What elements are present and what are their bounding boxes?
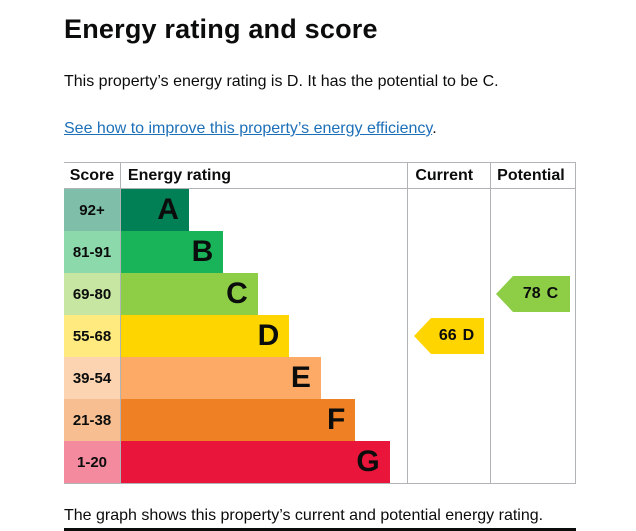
band-letter: D [257, 319, 280, 352]
chart-header: Score Energy rating Current Potential [64, 163, 575, 189]
band-bar: C [120, 273, 258, 315]
bar-area: A [120, 189, 407, 231]
bar-area: D [120, 315, 407, 357]
band-bar: F [120, 399, 356, 441]
score-cell: 92+ [64, 189, 120, 231]
energy-rating-chart: Score Energy rating Current Potential 92… [64, 162, 576, 484]
score-cell: 39-54 [64, 357, 120, 399]
band-row-d: 55-68 D [64, 315, 575, 357]
potential-rating-value: 78 [522, 285, 541, 302]
header-score: Score [69, 166, 115, 184]
band-bar: B [120, 231, 224, 273]
band-letter: B [191, 235, 214, 268]
intro-text: This property’s energy rating is D. It h… [64, 73, 499, 90]
score-cell: 21-38 [64, 399, 120, 441]
improve-link-row: See how to improve this property’s energ… [64, 120, 576, 138]
chart-caption: The graph shows this property’s current … [64, 507, 544, 524]
score-cell: 1-20 [64, 441, 120, 483]
score-cell: 81-91 [64, 231, 120, 273]
bar-area: C [120, 273, 407, 315]
band-letter: G [356, 445, 380, 478]
potential-rating-arrow: 78 C [496, 276, 570, 312]
page-title: Energy rating and score [64, 14, 378, 44]
band-row-e: 39-54 E [64, 357, 575, 399]
potential-rating-letter: C [546, 285, 559, 302]
column-divider [490, 163, 491, 483]
band-row-g: 1-20 G [64, 441, 575, 483]
band-letter: F [327, 403, 346, 436]
header-current: Current [415, 166, 474, 184]
column-divider [120, 163, 121, 483]
header-rating: Energy rating [127, 166, 232, 184]
band-letter: E [290, 361, 311, 394]
bar-area: F [120, 399, 407, 441]
score-cell: 55-68 [64, 315, 120, 357]
band-row-a: 92+ A [64, 189, 575, 231]
band-bar: G [120, 441, 390, 483]
header-potential: Potential [497, 166, 565, 184]
current-rating-value: 66 [438, 327, 457, 344]
band-bar: E [120, 357, 321, 399]
band-bar: D [120, 315, 290, 357]
band-bar: A [120, 189, 189, 231]
band-row-c: 69-80 C [64, 273, 575, 315]
column-divider [407, 163, 408, 483]
band-letter: C [226, 277, 248, 310]
link-suffix: . [432, 120, 437, 137]
bar-area: E [120, 357, 407, 399]
band-letter: A [157, 193, 179, 226]
improve-efficiency-link[interactable]: See how to improve this property’s energ… [64, 120, 433, 137]
bar-area: G [120, 441, 407, 483]
current-rating-letter: D [462, 327, 475, 344]
score-cell: 69-80 [64, 273, 120, 315]
bar-area: B [120, 231, 407, 273]
band-row-b: 81-91 B [64, 231, 575, 273]
current-rating-arrow: 66 D [414, 318, 484, 354]
band-row-f: 21-38 F [64, 399, 575, 441]
